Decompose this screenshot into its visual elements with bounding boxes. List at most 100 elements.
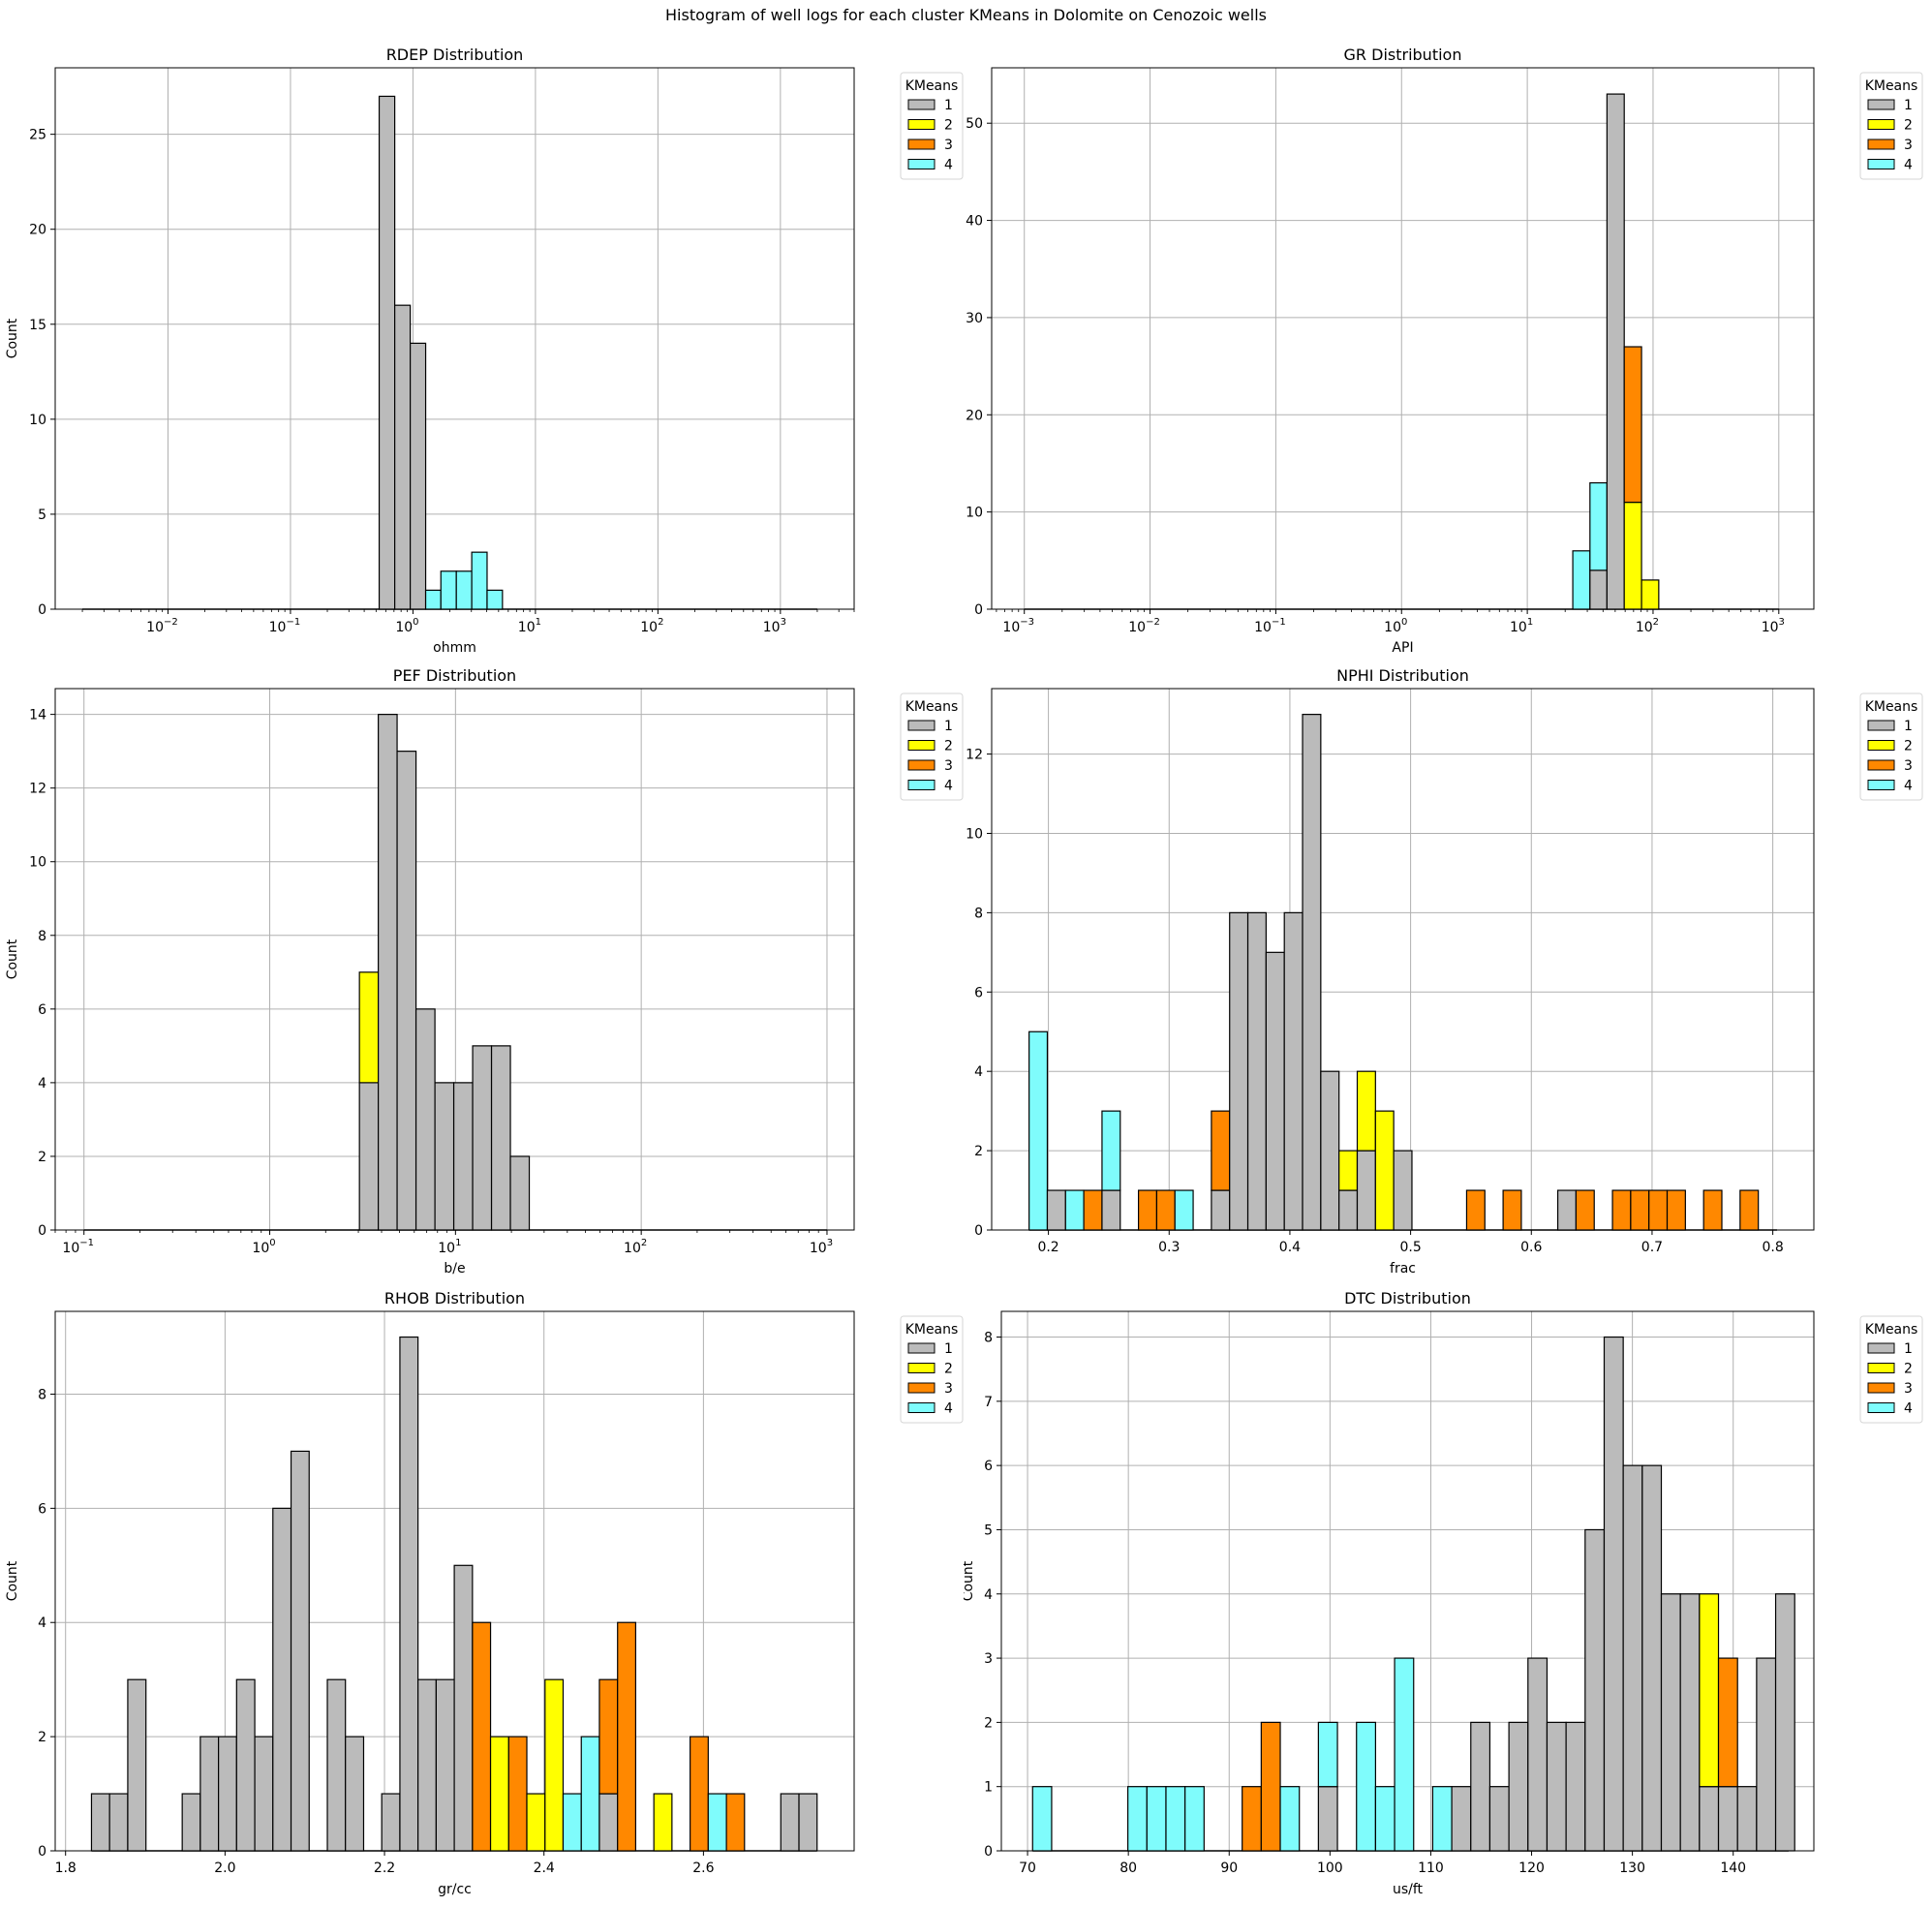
legend-swatch-2 [1867,119,1895,130]
legend-label: 2 [1904,1362,1913,1377]
histogram-bar-cluster-1 [1736,1786,1758,1852]
legend-swatch-2 [907,1363,935,1373]
legend-swatch-4 [907,159,935,169]
legend: KMeans 1 2 3 4 [1859,692,1923,801]
histogram-bar-cluster-1 [1211,1189,1231,1231]
legend-swatch-2 [907,119,935,130]
histogram-bar-cluster-1 [358,1082,380,1231]
chart-title: DTC Distribution [1344,1289,1471,1307]
histogram-bar-cluster-3 [1155,1189,1176,1231]
legend: KMeans 1 2 3 4 [1859,72,1923,180]
legend-title: KMeans [905,78,959,94]
x-tick-label: 1.8 [55,1861,77,1876]
histogram-bar-cluster-1 [378,95,396,610]
panel-rhob: RHOB Distribution 0 2 4 6 8 1.8 2.0 2.2 2.4 2.6 gr/… [0,1280,968,1903]
histogram-bar-cluster-1 [472,1045,493,1231]
y-tick-label: 0 [38,1844,46,1860]
y-tick-label: 1 [984,1780,993,1796]
y-axis-label: Count [5,318,20,358]
x-tick-label: 10−2 [1128,617,1160,635]
x-tick-label: 2.4 [534,1861,555,1876]
histogram-bar-cluster-1 [453,1564,474,1852]
histogram-bar-cluster-3 [1702,1189,1723,1231]
x-tick-label: 0.7 [1641,1240,1663,1255]
histogram-bar-cluster-1 [1470,1721,1491,1852]
histogram-bar-cluster-4 [455,570,473,610]
histogram-bar-cluster-4 [471,551,488,610]
legend-title: KMeans [1865,699,1918,715]
x-tick-label: 10−1 [1254,617,1286,635]
y-axis-label: Count [5,938,20,979]
histogram-bar-cluster-1 [1229,911,1249,1231]
legend-title: KMeans [1865,78,1918,94]
y-axis-label: Count [964,938,966,979]
histogram-bar-cluster-1 [1774,1593,1795,1852]
histogram-bar-cluster-1 [1283,911,1303,1231]
legend-label: 3 [1904,138,1913,153]
legend-swatch-3 [907,1382,935,1394]
histogram-bar-cluster-1 [798,1793,818,1852]
histogram-bar-cluster-1 [378,714,398,1231]
y-tick-label: 12 [29,782,46,797]
histogram-bar-cluster-1 [108,1793,129,1852]
legend-swatch-4 [907,1402,935,1413]
legend-label: 2 [944,118,953,134]
legend-label: 4 [944,779,953,794]
plot-frame [991,688,1815,1231]
legend-label: 1 [1904,98,1913,113]
x-axis-label: gr/cc [438,1882,472,1897]
y-tick-label: 8 [38,929,46,944]
y-tick-label: 10 [966,506,983,521]
histogram-bar-cluster-4 [1028,1030,1049,1231]
plot-frame [54,1310,855,1852]
legend-label: 4 [944,1401,953,1417]
y-tick-label: 30 [966,311,983,326]
histogram-bar-cluster-1 [1317,1786,1338,1852]
legend-swatch-4 [1867,159,1895,169]
x-tick-label: 80 [1119,1861,1137,1876]
histogram-bar-cluster-1 [414,1008,436,1231]
histogram-bar-cluster-1 [1527,1657,1549,1852]
histogram-bar-cluster-1 [181,1793,201,1852]
histogram-bar-cluster-3 [1211,1110,1231,1191]
y-tick-label: 2 [38,1730,46,1745]
histogram-bar-cluster-2 [544,1678,565,1852]
y-axis-label: Count [964,1560,976,1601]
histogram-bar-cluster-4 [1394,1657,1415,1852]
x-tick-label: 103 [810,1238,833,1256]
histogram-bar-cluster-3 [1502,1189,1522,1231]
legend-label: 1 [944,98,953,113]
chart-title: PEF Distribution [393,666,516,685]
histogram-bar-cluster-4 [440,570,457,610]
histogram-bar-cluster-3 [1717,1657,1738,1788]
y-tick-label: 0 [984,1844,993,1860]
histogram-bar-cluster-1 [1508,1721,1529,1852]
legend-title: KMeans [905,1322,959,1338]
x-tick-label: 70 [1019,1861,1036,1876]
histogram-bar-cluster-2 [1374,1110,1395,1231]
histogram-bar-cluster-4 [707,1793,727,1852]
x-tick-label: 0.2 [1037,1240,1058,1255]
histogram-bar-cluster-3 [1465,1189,1486,1231]
y-tick-label: 20 [29,223,46,238]
histogram-bar-cluster-1 [1546,1721,1567,1852]
histogram-bar-cluster-1 [1556,1189,1578,1231]
histogram-bar-cluster-1 [1393,1150,1413,1231]
histogram-bar-cluster-1 [780,1793,800,1852]
y-tick-label: 0 [38,602,46,618]
legend-label: 3 [1904,758,1913,774]
histogram-bar-cluster-4 [580,1736,600,1852]
histogram-bar-cluster-1 [1589,569,1608,610]
histogram-bar-cluster-1 [290,1450,310,1852]
legend-label: 3 [944,1381,953,1397]
histogram-bar-cluster-1 [326,1678,347,1852]
histogram-bar-cluster-1 [399,1336,419,1852]
legend-title: KMeans [905,699,959,715]
y-tick-label: 7 [984,1395,993,1410]
histogram-bar-cluster-1 [199,1736,220,1852]
x-tick-label: 101 [438,1238,461,1256]
histogram-bar-cluster-1 [90,1793,110,1852]
legend: KMeans 1 2 3 4 [1859,1315,1923,1424]
legend-label: 4 [1904,1401,1913,1417]
